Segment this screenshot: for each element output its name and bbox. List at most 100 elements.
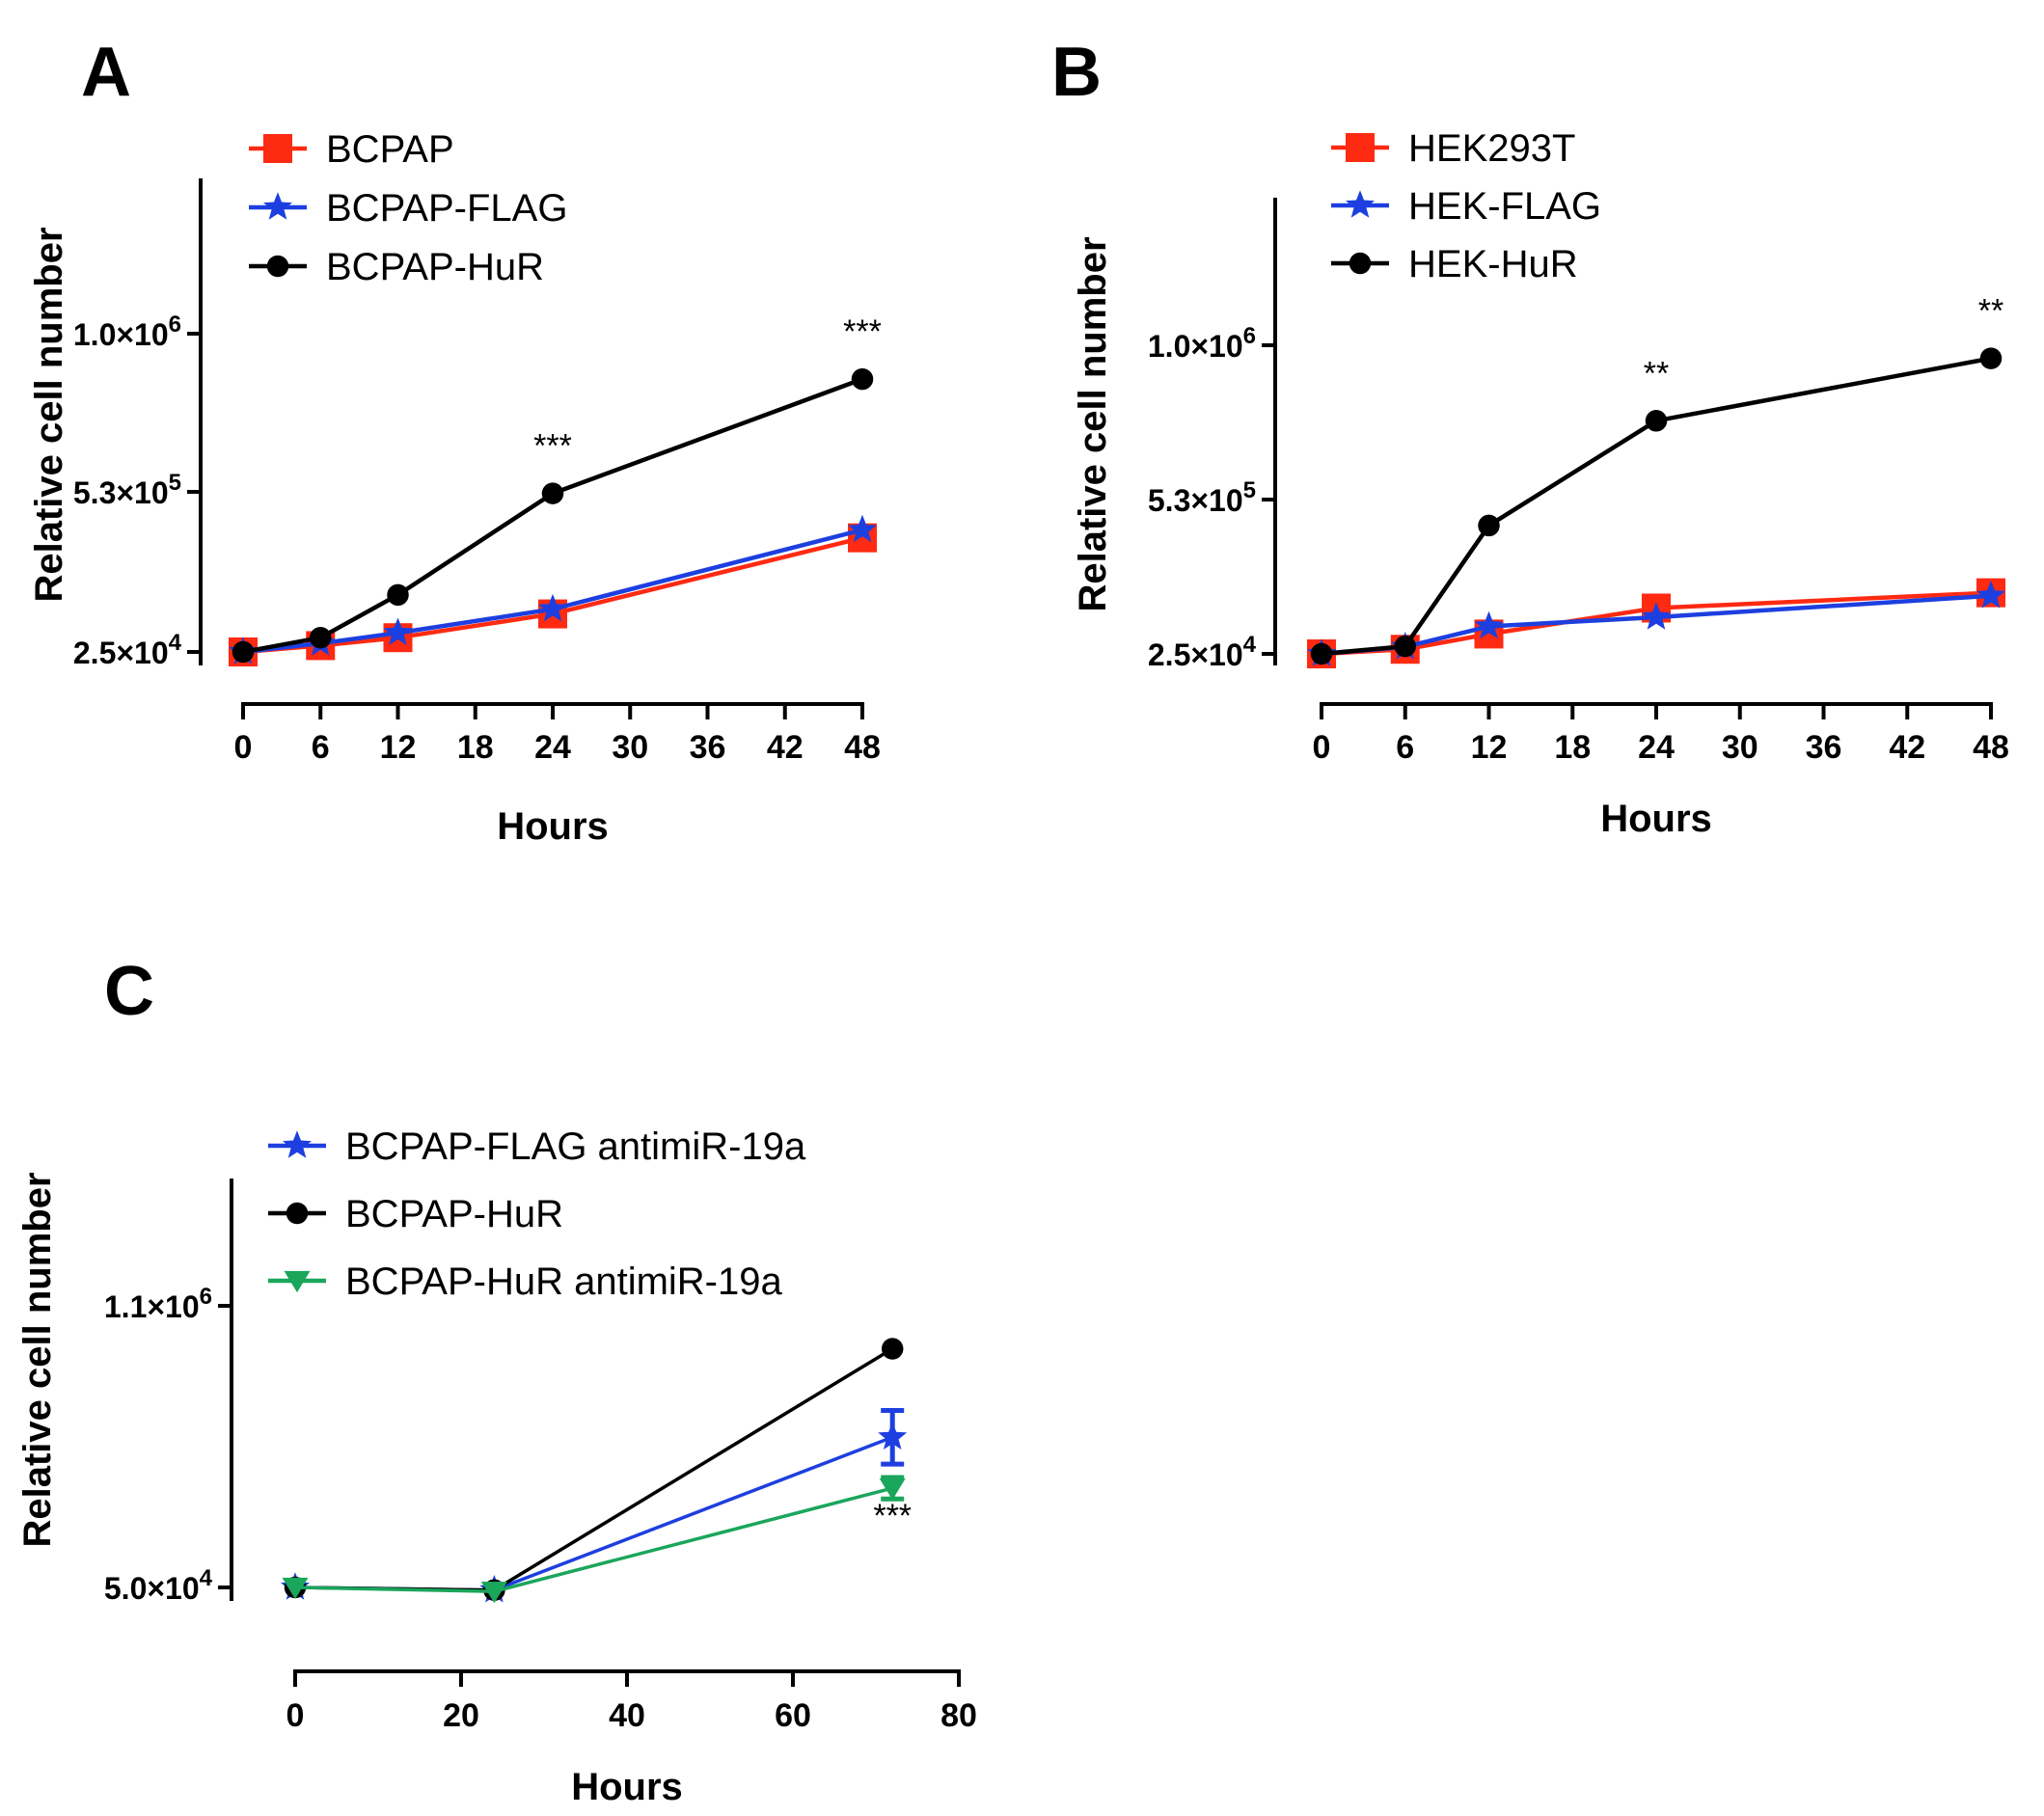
legend-item: HEK-HuR xyxy=(1331,243,1578,285)
data-point xyxy=(1645,410,1668,432)
significance-annotation: ** xyxy=(1978,293,2003,330)
data-point xyxy=(848,514,877,543)
x-axis-title: Hours xyxy=(571,1766,683,1808)
data-point xyxy=(879,1477,906,1501)
legend-marker xyxy=(266,255,289,278)
legend-marker xyxy=(1349,252,1372,275)
data-point xyxy=(1310,642,1333,665)
x-tick-label: 30 xyxy=(612,729,648,766)
legend-marker xyxy=(1346,190,1375,218)
legend-label: BCPAP-HuR antimiR-19a xyxy=(345,1260,782,1303)
series-bcpap-hur xyxy=(232,367,874,664)
data-point xyxy=(282,1577,309,1600)
x-tick-label: 0 xyxy=(1313,729,1331,766)
data-point xyxy=(881,1338,904,1360)
y-tick-mantissa: 2.5×10 xyxy=(73,636,169,670)
legend-item: BCPAP-FLAG antimiR-19a xyxy=(268,1125,806,1168)
x-tick-label: 30 xyxy=(1722,729,1758,766)
y-axis-title: Relative cell number xyxy=(28,227,70,602)
significance-annotation: *** xyxy=(533,428,572,465)
y-tick-mantissa: 5.3×10 xyxy=(73,475,169,510)
series-bcpap-hur-antimir-19a xyxy=(282,1475,906,1604)
legend-item: BCPAP-HuR xyxy=(268,1193,563,1235)
legend-marker xyxy=(263,192,292,220)
panel-label-c: C xyxy=(104,953,154,1030)
data-point xyxy=(480,1582,507,1604)
x-tick-label: 36 xyxy=(690,729,726,766)
legend-label: BCPAP xyxy=(326,128,454,171)
y-tick-label: 2.5×104 xyxy=(73,630,182,670)
chart-panel-b: 2.5×104 5.3×105 1.0×106 Relative cell numbe… xyxy=(1072,127,2009,840)
data-point xyxy=(541,482,564,504)
y-tick-mantissa: 1.0×10 xyxy=(73,317,169,352)
x-tick-label: 42 xyxy=(1889,729,1925,766)
y-tick-mantissa: 1.0×10 xyxy=(1148,329,1243,364)
series-line xyxy=(294,1346,894,1592)
legend-item: HEK-FLAG xyxy=(1331,185,1601,228)
x-tick-label: 36 xyxy=(1806,729,1842,766)
y-tick-label: 5.3×105 xyxy=(1148,477,1256,518)
legend-label: BCPAP-HuR xyxy=(345,1193,563,1235)
data-point xyxy=(1474,610,1504,639)
y-tick-exponent: 4 xyxy=(169,630,182,656)
y-axis-title: Relative cell number xyxy=(1072,236,1114,611)
x-tick-label: 6 xyxy=(312,729,330,766)
y-tick-label: 1.1×106 xyxy=(104,1284,212,1324)
data-point xyxy=(1394,635,1416,658)
legend-label: HEK-FLAG xyxy=(1408,185,1601,228)
significance-annotation: ** xyxy=(1644,355,1669,392)
x-tick-label: 60 xyxy=(775,1697,811,1734)
legend-label: HEK293T xyxy=(1408,127,1575,170)
y-tick-exponent: 4 xyxy=(1243,632,1257,658)
data-point xyxy=(387,583,409,607)
legend-item: BCPAP-HuR xyxy=(249,246,544,288)
x-axis-title: Hours xyxy=(1600,798,1712,840)
x-tick-label: 24 xyxy=(534,729,571,766)
x-tick-label: 18 xyxy=(1554,729,1591,766)
legend-label: BCPAP-HuR xyxy=(326,246,544,288)
x-tick-label: 18 xyxy=(457,729,494,766)
series-line xyxy=(294,1486,893,1593)
significance-annotation: *** xyxy=(873,1498,912,1534)
x-tick-label: 42 xyxy=(767,729,804,766)
legend-item: HEK293T xyxy=(1331,127,1575,170)
x-tick-label: 12 xyxy=(1471,729,1508,766)
y-tick-exponent: 5 xyxy=(169,470,181,496)
y-tick-mantissa: 1.1×10 xyxy=(104,1289,200,1324)
series-bcpap-flag-antimir-19a xyxy=(281,1407,908,1603)
x-tick-label: 80 xyxy=(940,1697,977,1734)
data-point xyxy=(383,617,413,645)
data-point xyxy=(310,626,332,649)
x-tick-label: 0 xyxy=(234,729,253,766)
y-tick-exponent: 6 xyxy=(200,1284,212,1310)
legend-item: BCPAP-HuR antimiR-19a xyxy=(268,1260,782,1303)
data-point xyxy=(878,1422,908,1450)
panel-label-a: A xyxy=(81,34,131,111)
data-point xyxy=(1976,581,2005,609)
data-point xyxy=(1642,602,1671,630)
y-tick-exponent: 6 xyxy=(1243,323,1256,349)
legend-label: BCPAP-FLAG antimiR-19a xyxy=(345,1125,806,1168)
x-tick-label: 48 xyxy=(1973,729,2009,766)
x-tick-label: 24 xyxy=(1638,729,1675,766)
legend-label: HEK-HuR xyxy=(1408,243,1578,285)
chart-panel-c: 5.0×104 1.1×106 Relative cell number 0 20 40 6… xyxy=(16,1125,977,1808)
y-tick-label: 2.5×104 xyxy=(1148,632,1257,672)
data-point xyxy=(1478,514,1500,537)
y-tick-label: 5.0×104 xyxy=(104,1565,213,1606)
series-line xyxy=(242,528,863,655)
legend-marker xyxy=(284,1270,311,1293)
legend-marker xyxy=(1346,133,1375,162)
x-tick-label: 40 xyxy=(609,1697,645,1734)
y-tick-exponent: 5 xyxy=(1243,477,1256,503)
legend-marker xyxy=(263,134,292,163)
x-tick-label: 48 xyxy=(844,729,881,766)
legend-item: BCPAP-FLAG xyxy=(249,187,567,230)
data-point xyxy=(232,640,255,664)
data-point xyxy=(851,367,874,391)
y-tick-exponent: 6 xyxy=(169,312,181,338)
series-hek-hur xyxy=(1310,347,2003,665)
y-tick-label: 5.3×105 xyxy=(73,470,181,510)
